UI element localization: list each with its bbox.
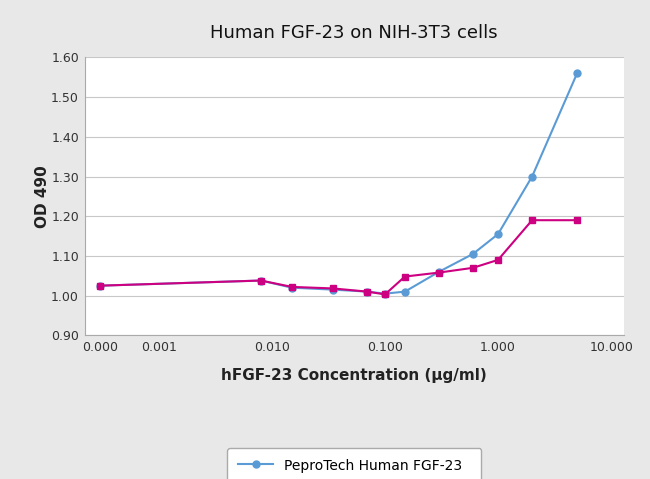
Competitor Human FGF-23 bbox=[573, 217, 581, 223]
Y-axis label: OD 490: OD 490 bbox=[35, 165, 50, 228]
PeproTech Human FGF-23 bbox=[288, 285, 296, 291]
PeproTech Human FGF-23 bbox=[401, 289, 409, 295]
PeproTech Human FGF-23 bbox=[435, 269, 443, 274]
PeproTech Human FGF-23 bbox=[96, 283, 103, 288]
Legend: PeproTech Human FGF-23, Competitor Human FGF-23: PeproTech Human FGF-23, Competitor Human… bbox=[227, 448, 482, 479]
Line: Competitor Human FGF-23: Competitor Human FGF-23 bbox=[96, 217, 580, 298]
Line: PeproTech Human FGF-23: PeproTech Human FGF-23 bbox=[96, 70, 580, 297]
Competitor Human FGF-23 bbox=[288, 284, 296, 290]
PeproTech Human FGF-23 bbox=[381, 291, 389, 297]
PeproTech Human FGF-23 bbox=[257, 278, 265, 284]
Competitor Human FGF-23 bbox=[494, 257, 502, 263]
PeproTech Human FGF-23 bbox=[363, 289, 371, 295]
Competitor Human FGF-23 bbox=[435, 270, 443, 275]
X-axis label: hFGF-23 Concentration (μg/ml): hFGF-23 Concentration (μg/ml) bbox=[222, 368, 487, 383]
Competitor Human FGF-23 bbox=[381, 292, 389, 297]
PeproTech Human FGF-23 bbox=[494, 231, 502, 237]
PeproTech Human FGF-23 bbox=[469, 251, 477, 257]
Competitor Human FGF-23 bbox=[330, 285, 337, 291]
PeproTech Human FGF-23 bbox=[573, 70, 581, 76]
Competitor Human FGF-23 bbox=[528, 217, 536, 223]
Competitor Human FGF-23 bbox=[469, 265, 477, 271]
Competitor Human FGF-23 bbox=[257, 278, 265, 284]
Title: Human FGF-23 on NIH-3T3 cells: Human FGF-23 on NIH-3T3 cells bbox=[211, 24, 498, 42]
PeproTech Human FGF-23 bbox=[528, 174, 536, 180]
Competitor Human FGF-23 bbox=[96, 283, 103, 288]
Competitor Human FGF-23 bbox=[401, 274, 409, 279]
PeproTech Human FGF-23 bbox=[330, 287, 337, 293]
Competitor Human FGF-23 bbox=[363, 289, 371, 295]
